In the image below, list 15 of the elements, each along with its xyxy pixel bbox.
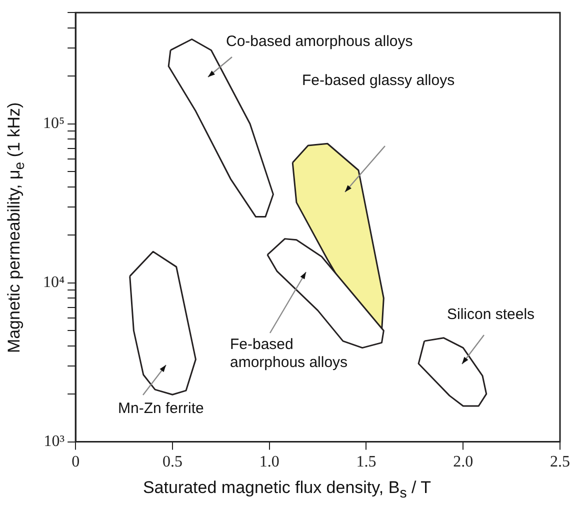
y-tick-label: 10⁴ (43, 274, 65, 291)
annotation: Co-based amorphous alloys (226, 33, 413, 51)
x-tick-label: 2.0 (453, 454, 474, 471)
x-tick-label: 2.5 (550, 454, 570, 471)
annotation: Fe-based amorphous alloys (230, 336, 348, 372)
y-tick-label: 10³ (44, 433, 65, 450)
x-tick-label: 1.5 (356, 454, 376, 471)
annotation: Mn-Zn ferrite (118, 400, 204, 418)
x-axis-title: Saturated magnetic flux density, B$_{s}$ / T (142, 478, 432, 502)
x-tick-label: 1.0 (259, 454, 280, 471)
annotation: Fe-based glassy alloys (302, 72, 455, 90)
x-tick-label: 0 (72, 454, 80, 471)
annotation: Silicon steels (447, 306, 535, 324)
x-tick-label: 0.5 (162, 454, 182, 471)
y-tick-label: 10⁵ (43, 114, 65, 132)
